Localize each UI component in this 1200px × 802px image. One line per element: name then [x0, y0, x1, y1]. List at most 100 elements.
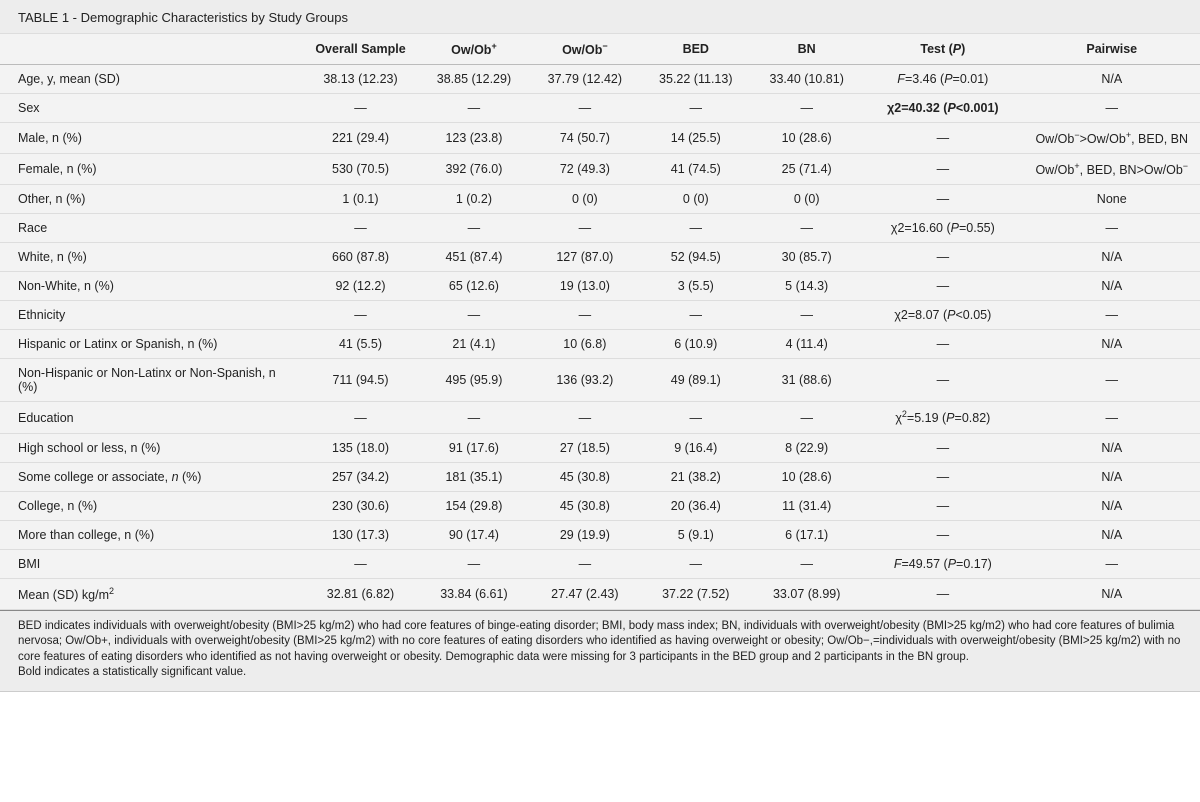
- cell-g2: 127 (87.0): [529, 243, 640, 272]
- cell-overall: 1 (0.1): [303, 185, 419, 214]
- cell-g2: 19 (13.0): [529, 272, 640, 301]
- table-row: Race—————χ2=16.60 (P=0.55)—: [0, 214, 1200, 243]
- cell-g2: 45 (30.8): [529, 491, 640, 520]
- cell-overall: 32.81 (6.82): [303, 578, 419, 609]
- cell-g4: —: [751, 94, 862, 123]
- row-label: High school or less, n (%): [0, 433, 303, 462]
- cell-g4: 31 (88.6): [751, 359, 862, 402]
- header-owob-minus: Ow/Ob−: [529, 34, 640, 65]
- cell-pairwise: Ow/Ob+, BED, BN>Ow/Ob−: [1024, 154, 1200, 185]
- cell-overall: —: [303, 94, 419, 123]
- row-label: BMI: [0, 549, 303, 578]
- cell-pairwise: N/A: [1024, 462, 1200, 491]
- cell-g3: 49 (89.1): [640, 359, 751, 402]
- row-label: Sex: [0, 94, 303, 123]
- table-row: High school or less, n (%)135 (18.0)91 (…: [0, 433, 1200, 462]
- cell-g2: 136 (93.2): [529, 359, 640, 402]
- row-label: Hispanic or Latinx or Spanish, n (%): [0, 330, 303, 359]
- table-container: TABLE 1 - Demographic Characteristics by…: [0, 0, 1200, 692]
- cell-g3: 41 (74.5): [640, 154, 751, 185]
- cell-g1: —: [418, 402, 529, 433]
- cell-pairwise: N/A: [1024, 578, 1200, 609]
- cell-overall: 221 (29.4): [303, 123, 419, 154]
- row-label: Female, n (%): [0, 154, 303, 185]
- table-row: Age, y, mean (SD)38.13 (12.23)38.85 (12.…: [0, 65, 1200, 94]
- cell-g3: 14 (25.5): [640, 123, 751, 154]
- cell-g1: 38.85 (12.29): [418, 65, 529, 94]
- cell-pairwise: N/A: [1024, 491, 1200, 520]
- row-label: Mean (SD) kg/m2: [0, 578, 303, 609]
- cell-g1: —: [418, 214, 529, 243]
- cell-pairwise: —: [1024, 359, 1200, 402]
- cell-g3: 35.22 (11.13): [640, 65, 751, 94]
- cell-test: —: [862, 462, 1023, 491]
- header-bn: BN: [751, 34, 862, 65]
- cell-overall: —: [303, 301, 419, 330]
- table-footnote: BED indicates individuals with overweigh…: [0, 610, 1200, 692]
- cell-overall: —: [303, 214, 419, 243]
- table-row: Other, n (%)1 (0.1)1 (0.2)0 (0)0 (0)0 (0…: [0, 185, 1200, 214]
- cell-g1: 1 (0.2): [418, 185, 529, 214]
- cell-overall: 135 (18.0): [303, 433, 419, 462]
- cell-pairwise: N/A: [1024, 433, 1200, 462]
- cell-g1: 392 (76.0): [418, 154, 529, 185]
- cell-overall: 711 (94.5): [303, 359, 419, 402]
- cell-overall: —: [303, 549, 419, 578]
- cell-g3: 37.22 (7.52): [640, 578, 751, 609]
- cell-overall: 257 (34.2): [303, 462, 419, 491]
- cell-g2: 37.79 (12.42): [529, 65, 640, 94]
- cell-g2: 29 (19.9): [529, 520, 640, 549]
- cell-g1: 33.84 (6.61): [418, 578, 529, 609]
- row-label: More than college, n (%): [0, 520, 303, 549]
- row-label: Some college or associate, n (%): [0, 462, 303, 491]
- cell-g4: 30 (85.7): [751, 243, 862, 272]
- table-body: Age, y, mean (SD)38.13 (12.23)38.85 (12.…: [0, 65, 1200, 610]
- header-blank: [0, 34, 303, 65]
- cell-g4: —: [751, 214, 862, 243]
- cell-g4: 0 (0): [751, 185, 862, 214]
- row-label: Male, n (%): [0, 123, 303, 154]
- cell-test: χ2=16.60 (P=0.55): [862, 214, 1023, 243]
- cell-g2: —: [529, 214, 640, 243]
- cell-g4: 33.40 (10.81): [751, 65, 862, 94]
- cell-g4: —: [751, 301, 862, 330]
- cell-g1: —: [418, 301, 529, 330]
- cell-overall: 230 (30.6): [303, 491, 419, 520]
- cell-g1: 495 (95.9): [418, 359, 529, 402]
- cell-g3: —: [640, 301, 751, 330]
- cell-test: —: [862, 154, 1023, 185]
- header-bed: BED: [640, 34, 751, 65]
- cell-g4: 4 (11.4): [751, 330, 862, 359]
- cell-pairwise: N/A: [1024, 330, 1200, 359]
- header-test: Test (P): [862, 34, 1023, 65]
- cell-g4: 6 (17.1): [751, 520, 862, 549]
- cell-test: χ2=40.32 (P<0.001): [862, 94, 1023, 123]
- cell-overall: 92 (12.2): [303, 272, 419, 301]
- table-row: Hispanic or Latinx or Spanish, n (%)41 (…: [0, 330, 1200, 359]
- cell-g1: 91 (17.6): [418, 433, 529, 462]
- cell-g1: 181 (35.1): [418, 462, 529, 491]
- cell-g3: 6 (10.9): [640, 330, 751, 359]
- cell-g1: 90 (17.4): [418, 520, 529, 549]
- table-row: Female, n (%)530 (70.5)392 (76.0)72 (49.…: [0, 154, 1200, 185]
- cell-g3: —: [640, 214, 751, 243]
- cell-pairwise: None: [1024, 185, 1200, 214]
- cell-pairwise: —: [1024, 301, 1200, 330]
- cell-g4: 8 (22.9): [751, 433, 862, 462]
- cell-g2: —: [529, 402, 640, 433]
- table-row: BMI—————F=49.57 (P=0.17)—: [0, 549, 1200, 578]
- cell-g1: 123 (23.8): [418, 123, 529, 154]
- cell-g1: —: [418, 549, 529, 578]
- cell-g1: 451 (87.4): [418, 243, 529, 272]
- row-label: White, n (%): [0, 243, 303, 272]
- cell-test: —: [862, 272, 1023, 301]
- cell-g2: 10 (6.8): [529, 330, 640, 359]
- cell-test: χ2=8.07 (P<0.05): [862, 301, 1023, 330]
- cell-g4: 10 (28.6): [751, 123, 862, 154]
- table-row: Some college or associate, n (%)257 (34.…: [0, 462, 1200, 491]
- cell-g4: —: [751, 402, 862, 433]
- table-row: College, n (%)230 (30.6)154 (29.8)45 (30…: [0, 491, 1200, 520]
- row-label: Ethnicity: [0, 301, 303, 330]
- row-label: Age, y, mean (SD): [0, 65, 303, 94]
- cell-g3: —: [640, 549, 751, 578]
